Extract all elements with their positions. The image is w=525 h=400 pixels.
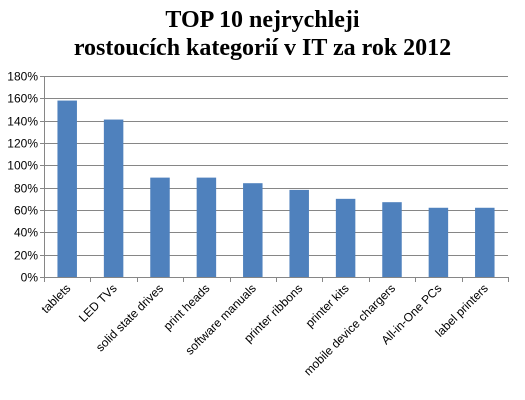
bar: [57, 100, 77, 277]
bar: [475, 207, 495, 277]
y-tick-label: 0%: [21, 271, 39, 285]
bar: [382, 202, 402, 277]
y-tick-label: 140%: [7, 115, 38, 129]
bar: [243, 183, 263, 277]
x-tick-label: LED TVs: [76, 281, 120, 325]
y-tick-label: 180%: [7, 70, 38, 84]
y-tick-label: 60%: [14, 204, 38, 218]
y-tick-label: 160%: [7, 92, 38, 106]
bar: [335, 198, 356, 277]
x-tick-label: mobile device chargers: [301, 281, 398, 378]
chart-title: TOP 10 nejrychleji rostoucích kategorií …: [0, 6, 525, 62]
bar: [428, 207, 449, 277]
x-tick-label: printer kits: [303, 281, 352, 330]
x-tick-label: tablets: [38, 281, 73, 316]
y-tick-label: 100%: [7, 159, 38, 173]
y-tick-label: 80%: [14, 182, 38, 196]
chart-title-line-2: rostoucích kategorií v IT za rok 2012: [73, 35, 452, 61]
bar: [103, 119, 124, 277]
y-tick-label: 20%: [14, 249, 38, 263]
y-tick-label: 120%: [7, 137, 38, 151]
axes: [40, 76, 509, 282]
bar: [196, 177, 217, 277]
y-tick-label: 40%: [14, 226, 38, 240]
chart-title-line-1: TOP 10 nejrychleji: [165, 7, 360, 33]
bars: [57, 100, 495, 277]
bar: [289, 189, 309, 277]
bar: [150, 177, 170, 277]
